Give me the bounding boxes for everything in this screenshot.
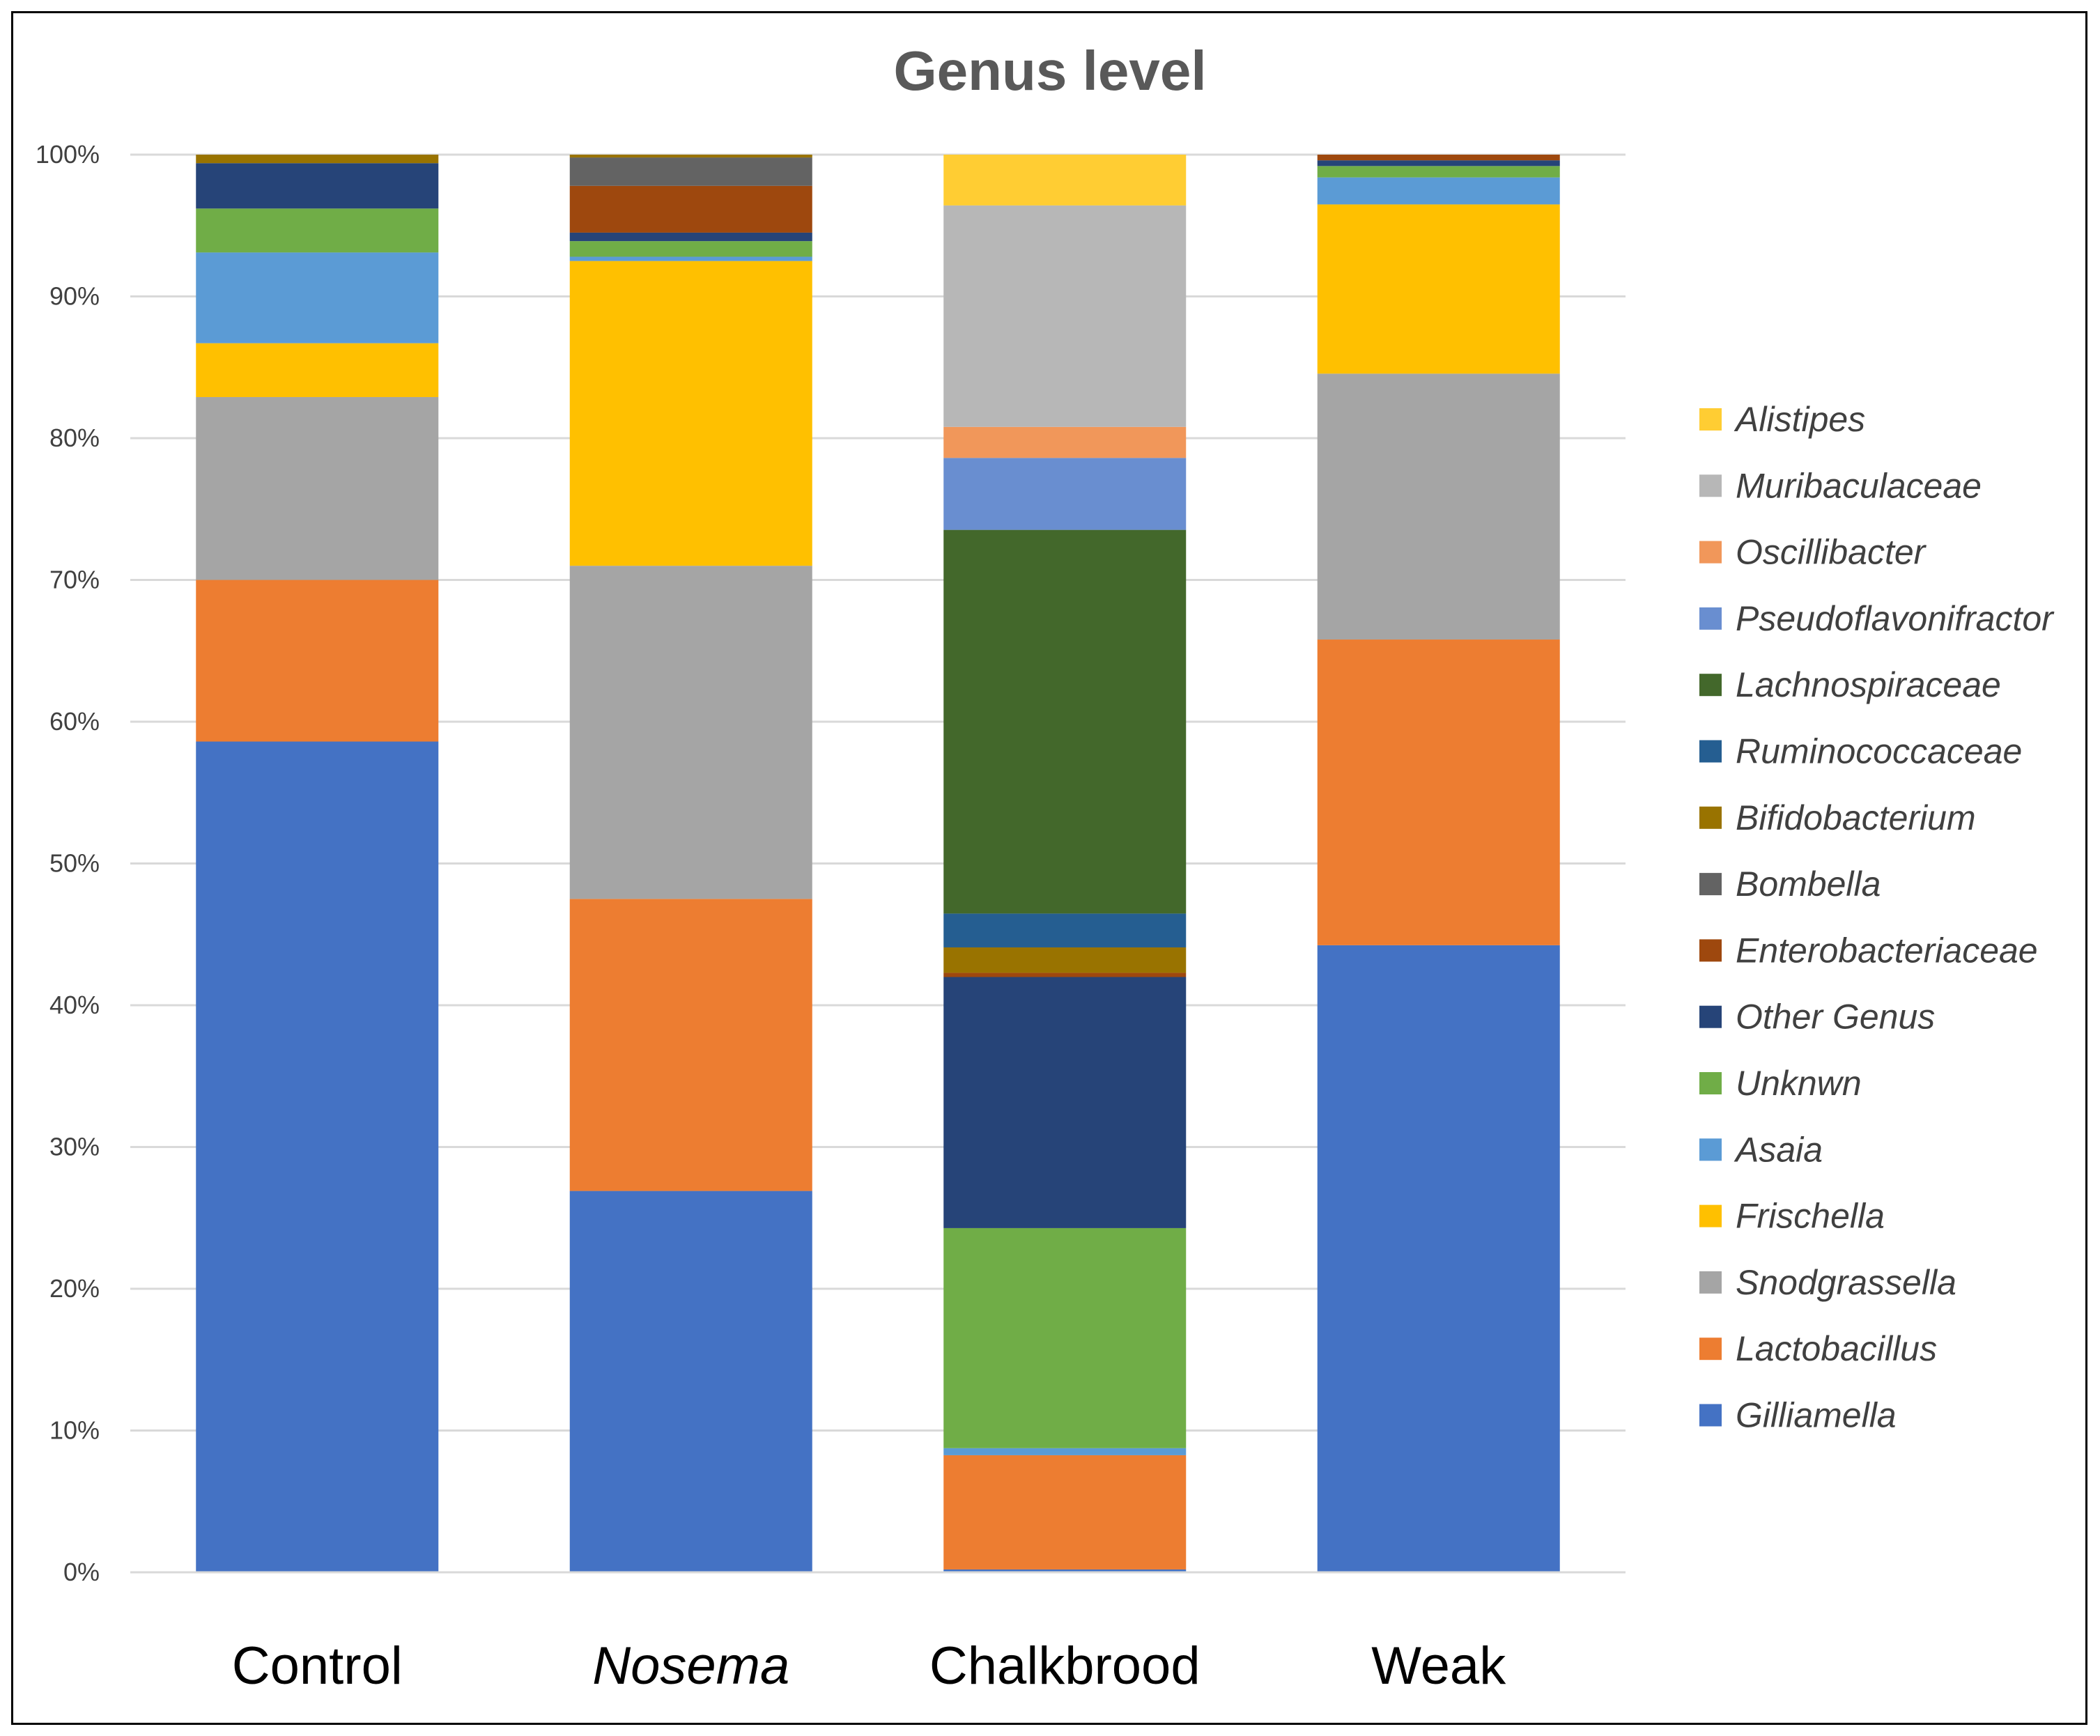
x-axis-label-control: Control xyxy=(232,1636,403,1696)
legend-swatch-lactobacillus xyxy=(1699,1338,1722,1361)
bar-segment-chalkbrood-oscillibacter xyxy=(943,426,1187,458)
legend-swatch-bifidobacterium xyxy=(1699,806,1722,829)
y-tick-label: 90% xyxy=(49,282,100,311)
legend-swatch-pseudoflavonifractor xyxy=(1699,607,1722,630)
legend: Alistipes Muribaculaceae Oscillibacter Pseu… xyxy=(1699,400,2055,1435)
chart-frame: Genus level 0% 10% 20% 30% 40% 50% 60% 70% 80% 90… xyxy=(11,11,2087,1725)
y-tick-label: 40% xyxy=(49,991,100,1019)
bar-segment-control-gilliamella xyxy=(196,741,439,1572)
legend-swatch-muribaculaceae xyxy=(1699,474,1722,497)
bar-segment-chalkbrood-asaia xyxy=(943,1448,1187,1455)
legend-swatch-alistipes xyxy=(1699,408,1722,431)
y-tick-label: 0% xyxy=(63,1558,100,1586)
bar-segment-control-asaia xyxy=(196,252,439,343)
bar-segment-chalkbrood-other-genus xyxy=(943,977,1187,1228)
y-tick-label: 100% xyxy=(36,140,100,169)
y-axis-ticks: 0% 10% 20% 30% 40% 50% 60% 70% 80% 90% 100% xyxy=(36,140,100,1586)
bar-segment-chalkbrood-lactobacillus xyxy=(943,1455,1187,1570)
bar-segment-weak-unknwn xyxy=(1317,166,1560,178)
legend-label-enterobacteriaceae: Enterobacteriaceae xyxy=(1736,931,2038,970)
legend-swatch-ruminococcaceae xyxy=(1699,740,1722,763)
bar-segment-control-frischella xyxy=(196,343,439,397)
bar-segment-control-bifidobacterium xyxy=(196,155,439,164)
bar-segment-nosema-unknwn xyxy=(569,241,812,257)
legend-label-ruminococcaceae: Ruminococcaceae xyxy=(1736,732,2022,771)
bar-segment-chalkbrood-alistipes xyxy=(943,155,1187,206)
bar-segment-control-unknwn xyxy=(196,208,439,253)
bar-segment-chalkbrood-pseudoflavonifractor xyxy=(943,458,1187,530)
legend-label-gilliamella: Gilliamella xyxy=(1736,1396,1897,1435)
y-tick-label: 80% xyxy=(49,424,100,452)
bar-segment-chalkbrood-enterobacteriaceae xyxy=(943,972,1187,977)
legend-swatch-snodgrassella xyxy=(1699,1271,1722,1294)
legend-swatch-oscillibacter xyxy=(1699,541,1722,564)
bar-segment-weak-asaia xyxy=(1317,177,1560,205)
bar-segment-nosema-gilliamella xyxy=(569,1191,812,1572)
legend-label-asaia: Asaia xyxy=(1734,1130,1823,1169)
bar-segment-chalkbrood-gilliamella xyxy=(943,1569,1187,1572)
bar-segment-nosema-asaia xyxy=(569,256,812,261)
y-tick-label: 20% xyxy=(49,1274,100,1303)
legend-label-oscillibacter: Oscillibacter xyxy=(1736,533,1927,572)
legend-label-other-genus: Other Genus xyxy=(1736,998,1935,1037)
legend-label-lachnospiraceae: Lachnospiraceae xyxy=(1736,665,2001,704)
legend-label-pseudoflavonifractor: Pseudoflavonifractor xyxy=(1736,599,2055,638)
legend-label-frischella: Frischella xyxy=(1736,1197,1885,1236)
legend-label-lactobacillus: Lactobacillus xyxy=(1736,1329,1937,1368)
x-axis-labels: Control Nosema Chalkbrood Weak xyxy=(232,1636,1506,1696)
chart-title: Genus level xyxy=(893,40,1206,102)
bar-segment-nosema-bifidobacterium xyxy=(569,155,812,158)
bar-segment-nosema-frischella xyxy=(569,261,812,566)
legend-label-snodgrassella: Snodgrassella xyxy=(1736,1263,1956,1302)
bar-segment-control-lactobacillus xyxy=(196,580,439,742)
legend-swatch-other-genus xyxy=(1699,1005,1722,1028)
x-axis-label-chalkbrood: Chalkbrood xyxy=(929,1636,1200,1696)
bar-segment-weak-other-genus xyxy=(1317,160,1560,166)
legend-swatch-lachnospiraceae xyxy=(1699,674,1722,697)
legend-swatch-unknwn xyxy=(1699,1072,1722,1094)
bar-segment-weak-enterobacteriaceae xyxy=(1317,155,1560,161)
y-tick-label: 30% xyxy=(49,1133,100,1161)
bar-segment-chalkbrood-ruminococcaceae xyxy=(943,913,1187,947)
legend-swatch-bombella xyxy=(1699,873,1722,896)
genus-level-stacked-bar-chart: Genus level 0% 10% 20% 30% 40% 50% 60% 70% 80% 90… xyxy=(36,40,2055,1696)
bar-segment-weak-lactobacillus xyxy=(1317,640,1560,945)
bar-segment-nosema-snodgrassella xyxy=(569,566,812,899)
bar-segment-chalkbrood-bifidobacterium xyxy=(943,947,1187,973)
legend-label-bombella: Bombella xyxy=(1736,865,1881,904)
bar-segment-chalkbrood-lachnospiraceae xyxy=(943,529,1187,914)
bar-segment-control-other-genus xyxy=(196,163,439,209)
bar-segment-chalkbrood-muribaculaceae xyxy=(943,205,1187,427)
y-tick-label: 60% xyxy=(49,707,100,736)
legend-label-muribaculaceae: Muribaculaceae xyxy=(1736,466,1982,505)
bar-segment-nosema-enterobacteriaceae xyxy=(569,185,812,233)
y-tick-label: 50% xyxy=(49,849,100,878)
bar-segment-control-snodgrassella xyxy=(196,396,439,580)
y-tick-label: 70% xyxy=(49,566,100,594)
y-tick-label: 10% xyxy=(49,1416,100,1445)
bar-segment-nosema-other-genus xyxy=(569,232,812,242)
bar-segment-weak-gilliamella xyxy=(1317,945,1560,1572)
legend-swatch-asaia xyxy=(1699,1138,1722,1161)
bar-segment-nosema-lactobacillus xyxy=(569,899,812,1191)
legend-swatch-enterobacteriaceae xyxy=(1699,939,1722,962)
legend-swatch-gilliamella xyxy=(1699,1404,1722,1427)
legend-label-bifidobacterium: Bifidobacterium xyxy=(1736,798,1976,837)
bar-segment-weak-frischella xyxy=(1317,204,1560,374)
bar-segment-weak-snodgrassella xyxy=(1317,373,1560,640)
bars xyxy=(130,155,1626,1574)
bar-segment-nosema-bombella xyxy=(569,157,812,186)
x-axis-label-weak: Weak xyxy=(1371,1636,1506,1696)
x-axis-label-nosema: Nosema xyxy=(592,1636,789,1696)
legend-swatch-frischella xyxy=(1699,1204,1722,1227)
legend-label-unknwn: Unknwn xyxy=(1736,1064,1862,1103)
bar-segment-chalkbrood-unknwn xyxy=(943,1227,1187,1448)
legend-label-alistipes: Alistipes xyxy=(1734,400,1865,439)
